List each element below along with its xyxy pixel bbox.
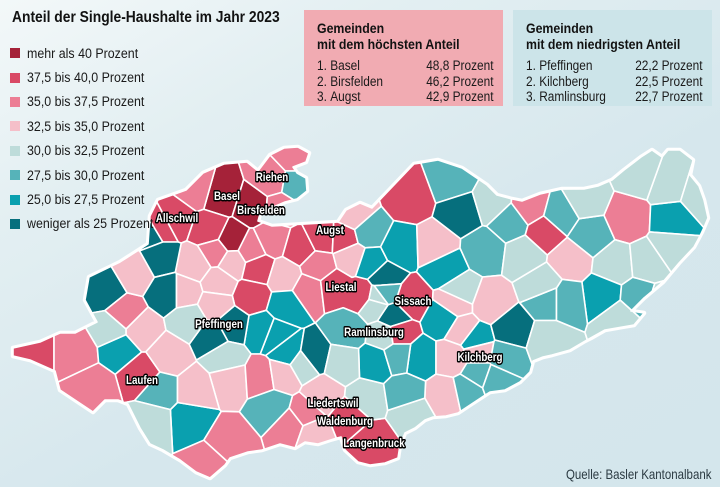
svg-text:Birsfelden: Birsfelden bbox=[237, 204, 285, 217]
svg-text:Langenbruck: Langenbruck bbox=[343, 437, 404, 450]
svg-text:Ramlinsburg: Ramlinsburg bbox=[344, 326, 404, 339]
svg-text:Augst: Augst bbox=[316, 224, 344, 237]
svg-text:Sissach: Sissach bbox=[395, 295, 432, 308]
svg-text:Allschwil: Allschwil bbox=[156, 212, 198, 225]
svg-text:Liestal: Liestal bbox=[326, 281, 357, 294]
svg-text:Pfeffingen: Pfeffingen bbox=[195, 318, 243, 331]
svg-text:Kilchberg: Kilchberg bbox=[457, 351, 502, 364]
svg-text:Waldenburg: Waldenburg bbox=[317, 415, 373, 428]
svg-text:Riehen: Riehen bbox=[256, 171, 289, 184]
svg-text:Liedertswil: Liedertswil bbox=[308, 397, 359, 410]
svg-text:Basel: Basel bbox=[214, 190, 240, 203]
svg-text:Laufen: Laufen bbox=[126, 374, 158, 387]
